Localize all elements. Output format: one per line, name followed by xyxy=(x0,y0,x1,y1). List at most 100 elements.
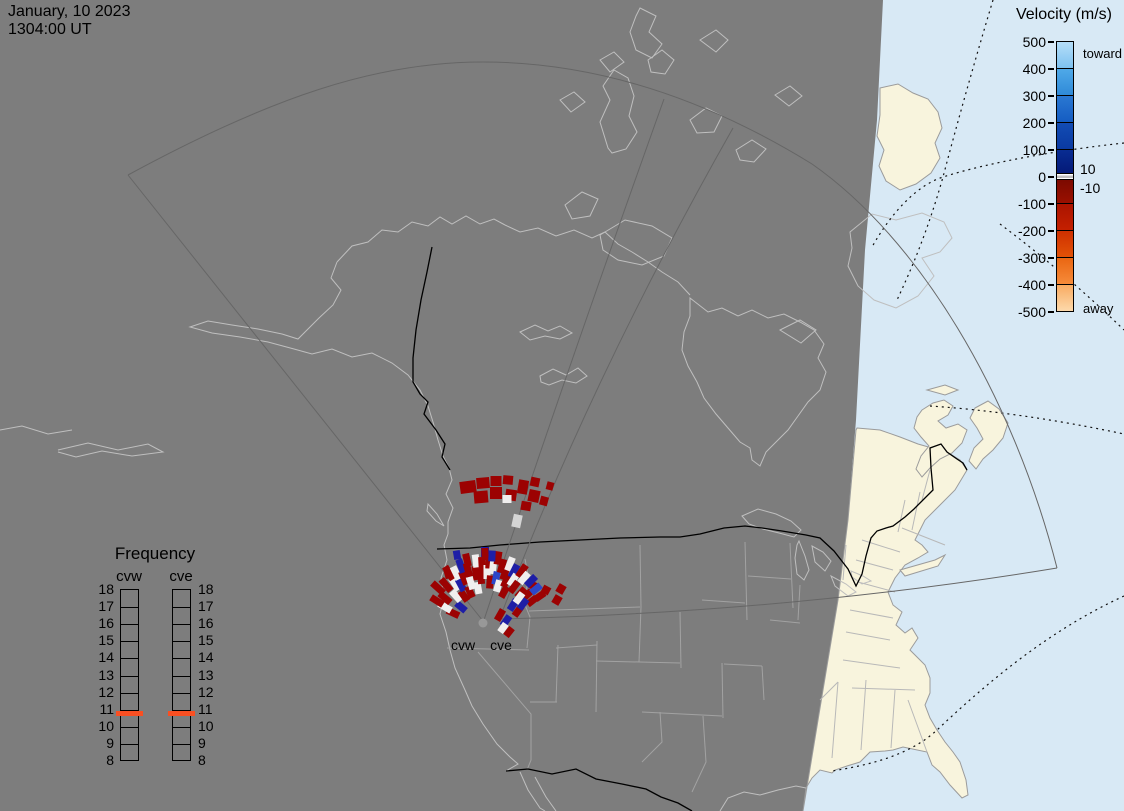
lake-huron xyxy=(811,545,832,572)
velocity-tick-label: 500 xyxy=(1022,34,1046,50)
chukotka-coast xyxy=(0,425,165,458)
frequency-tick-label: 8 xyxy=(198,752,206,768)
echo-cell xyxy=(486,575,494,589)
echo-cell xyxy=(483,565,491,579)
frequency-bar-cve xyxy=(172,589,191,761)
echo-cell xyxy=(551,594,563,606)
echo-cell xyxy=(515,563,529,579)
echo-cell xyxy=(517,570,531,586)
gscat-pos-label: 10 xyxy=(1080,161,1096,177)
echo-cell xyxy=(452,549,462,561)
frequency-tick-label: 10 xyxy=(98,717,114,734)
toward-label: toward xyxy=(1083,46,1123,61)
frequency-tick-line xyxy=(121,692,138,694)
date-line: January, 10 2023 xyxy=(8,3,131,20)
velocity-tick-label: -500 xyxy=(1017,304,1046,320)
frequency-tick-line xyxy=(173,743,190,745)
velocity-tick-mark xyxy=(1048,176,1054,178)
frequency-tick-label: 11 xyxy=(99,700,114,717)
velocity-tick-mark xyxy=(1048,203,1054,205)
velocity-colorbar-segment xyxy=(1056,257,1074,285)
echo-cell xyxy=(529,476,541,488)
echo-cell xyxy=(490,487,502,499)
echo-cell xyxy=(527,488,541,504)
frequency-marker-cvw xyxy=(116,711,143,717)
timestamp: January, 10 2023 1304:00 UT xyxy=(8,3,130,39)
frequency-tick-label: 11 xyxy=(198,700,213,717)
cape-breton-island xyxy=(968,400,1009,470)
echo-cell xyxy=(516,479,530,495)
day-state-boundaries xyxy=(819,469,946,759)
frequency-tick-label: 18 xyxy=(98,581,114,597)
lake-michigan xyxy=(794,539,810,581)
victoria-island xyxy=(599,219,673,266)
echo-cell xyxy=(471,554,481,568)
velocity-tick-mark xyxy=(1048,41,1054,43)
fov-beam-edge-cve xyxy=(499,127,734,619)
frequency-tick-line xyxy=(121,658,138,660)
echo-cell xyxy=(473,581,483,595)
velocity-tick-label: 0 xyxy=(1038,169,1046,185)
frequency-tick-label: 13 xyxy=(198,666,214,683)
echo-cell xyxy=(507,579,521,595)
labrador-land xyxy=(876,83,943,191)
frequency-tick-line xyxy=(173,692,190,694)
alaska-canada-border xyxy=(412,246,451,471)
baffin-island xyxy=(847,212,953,309)
lake-erie xyxy=(830,574,857,597)
frequency-marker-cve xyxy=(168,711,195,717)
echo-cell xyxy=(462,552,472,568)
frequency-tick-label: 9 xyxy=(106,734,114,751)
frequency-tick-label: 16 xyxy=(98,615,114,632)
echo-cell xyxy=(555,583,567,595)
echo-cell xyxy=(473,490,489,504)
velocity-colorbar-segment xyxy=(1056,41,1074,69)
echo-cell xyxy=(538,495,550,507)
velocity-colorbar-segment xyxy=(1056,178,1074,204)
baja-california xyxy=(519,771,557,811)
velocity-tick-mark xyxy=(1048,311,1054,313)
frequency-tick-line xyxy=(121,624,138,626)
echo-cell xyxy=(488,550,496,562)
long-island xyxy=(899,553,947,577)
frequency-tick-label: 15 xyxy=(98,632,114,649)
velocity-colorbar-segment xyxy=(1056,149,1074,175)
arctic-island-d xyxy=(735,139,767,163)
gulf-coast-night xyxy=(719,785,807,811)
echo-cell xyxy=(454,577,468,593)
velocity-colorbar-segment xyxy=(1056,284,1074,312)
velocity-colorbar-segment xyxy=(1056,95,1074,123)
gscat-neg-label: -10 xyxy=(1080,180,1101,196)
velocity-tick-label: 400 xyxy=(1022,61,1046,77)
frequency-tick-label: 9 xyxy=(198,734,206,751)
nova-scotia xyxy=(913,399,968,478)
velocity-colorbar-segment xyxy=(1056,122,1074,150)
great-slave-lake xyxy=(539,367,588,386)
echo-cell xyxy=(504,556,516,572)
frequency-tick-label: 16 xyxy=(198,615,214,632)
anticosti-island xyxy=(925,384,960,396)
map-label-cvw: cvw xyxy=(451,637,476,653)
echo-cell xyxy=(502,495,512,503)
frequency-tick-line xyxy=(121,675,138,677)
velocity-tick-label: -400 xyxy=(1017,277,1046,293)
echo-cell xyxy=(503,625,515,639)
velocity-tick-mark xyxy=(1048,95,1054,97)
frequency-tick-label: 15 xyxy=(198,632,214,649)
frequency-tick-label: 17 xyxy=(98,598,114,615)
frequency-tick-line xyxy=(173,607,190,609)
map-label-cve: cve xyxy=(490,637,512,653)
frequency-tick-line xyxy=(173,641,190,643)
us-canada-border xyxy=(436,443,968,588)
echo-cell xyxy=(533,589,547,603)
echo-cell xyxy=(516,597,530,611)
frequency-tick-line xyxy=(121,709,138,711)
echo-cell xyxy=(429,594,445,608)
geomagnetic-grid-lines xyxy=(831,0,1124,772)
frequency-tick-label: 18 xyxy=(198,581,214,597)
great-bear-lake xyxy=(519,324,574,341)
night-state-boundaries xyxy=(446,541,801,793)
fov-beam-edge-cvw xyxy=(483,98,665,621)
echo-cell xyxy=(454,600,468,614)
